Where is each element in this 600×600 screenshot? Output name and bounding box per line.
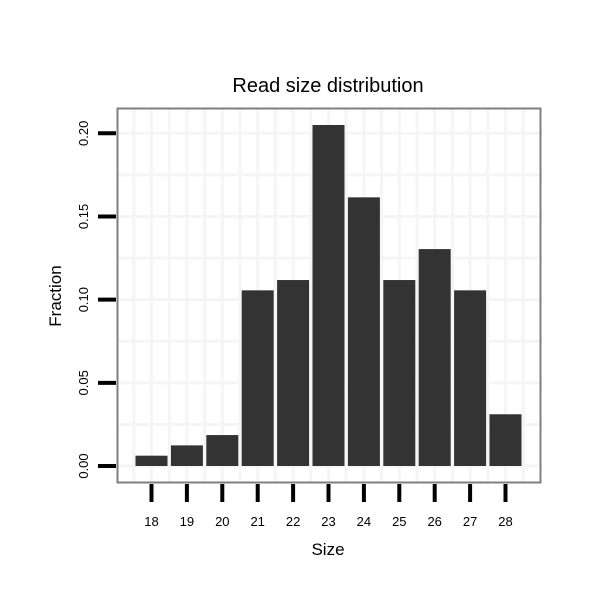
y-tick-label: 0.20 [76, 121, 91, 146]
x-tick-label: 28 [498, 514, 512, 529]
x-tick-label: 22 [286, 514, 300, 529]
x-axis: 18 19 20 21 22 23 24 25 26 27 28 [144, 484, 513, 529]
bar-23 [312, 124, 345, 467]
x-tick-label: 24 [357, 514, 371, 529]
bar-21 [241, 290, 274, 466]
y-tick-label: 0.00 [76, 453, 91, 478]
x-tick-label: 27 [463, 514, 477, 529]
x-tick-label: 23 [321, 514, 335, 529]
y-axis-label: Fraction [46, 265, 65, 326]
bar-20 [206, 435, 239, 466]
bar-22 [277, 280, 310, 466]
x-tick-label: 19 [180, 514, 194, 529]
bar-26 [418, 249, 451, 466]
x-tick-label: 18 [144, 514, 158, 529]
x-tick-label: 21 [250, 514, 264, 529]
bar-24 [347, 197, 380, 466]
bar-25 [383, 280, 416, 466]
x-axis-label: Size [311, 540, 344, 559]
chart-title: Read size distribution [232, 75, 423, 97]
y-tick-label: 0.15 [76, 204, 91, 229]
bar-27 [454, 290, 487, 466]
y-tick-label: 0.05 [76, 370, 91, 395]
x-tick-label: 25 [392, 514, 406, 529]
bar-19 [170, 445, 203, 466]
y-axis: 0.00 0.05 0.10 0.15 0.20 [76, 121, 116, 479]
bar-28 [489, 414, 522, 466]
plot-border [116, 107, 542, 484]
bar-18 [135, 455, 168, 466]
x-tick-label: 20 [215, 514, 229, 529]
x-tick-label: 26 [427, 514, 441, 529]
y-tick-label: 0.10 [76, 287, 91, 312]
bars [135, 124, 522, 467]
